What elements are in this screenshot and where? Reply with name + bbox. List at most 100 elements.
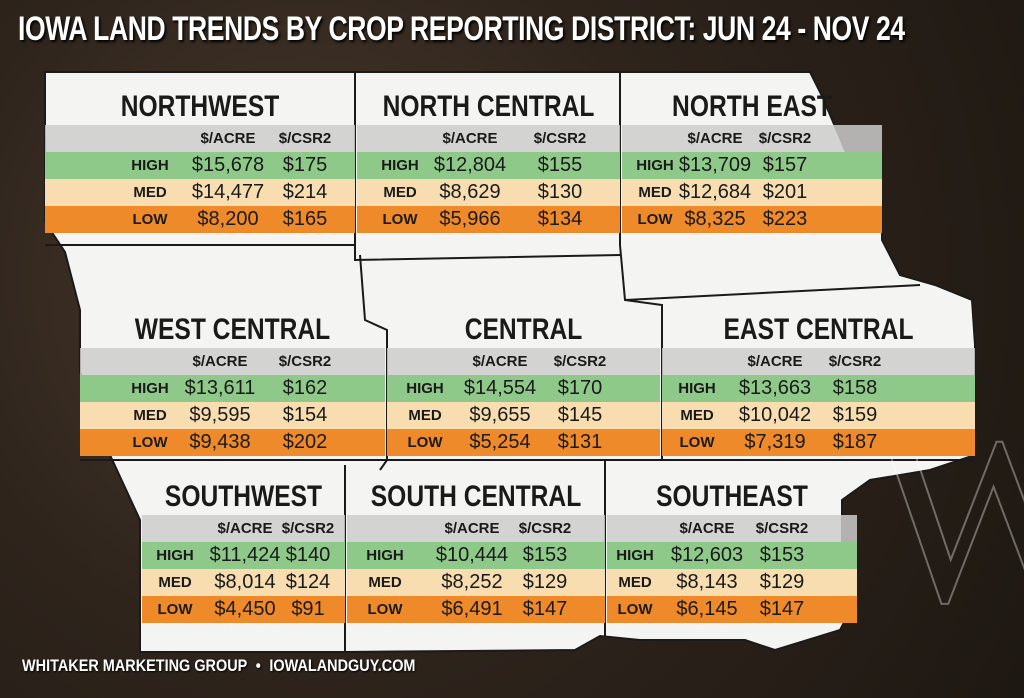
price-value: $159 [832,404,878,426]
district-name: EAST CENTRAL [723,313,914,346]
price-value: $202 [282,431,328,453]
district: SOUTHEAST $/ACRE $/CSR2 HIGH $12,603 $153 MED $… [607,475,857,623]
row-label: LOW [407,434,443,451]
title: IOWA LAND TRENDS BY CROP REPORTING DISTR… [18,10,905,48]
column-headers: $/ACRE $/CSR2 [357,125,620,152]
column-header: $/CSR2 [828,353,882,370]
row-label: MED [133,407,167,424]
row-label: MED [158,574,192,591]
price-value: $140 [285,544,331,566]
company: WHITAKER MARKETING GROUP [22,656,248,675]
district-name: NORTH CENTRAL [382,90,595,123]
row-label: LOW [637,211,673,228]
price-row: HIGH $13,611 $162 [80,375,385,402]
column-header: $/ACRE [217,520,273,537]
column-headers: $/ACRE $/CSR2 [80,348,385,375]
price-row: HIGH $12,804 $155 [357,152,620,179]
price-row: HIGH $14,554 $170 [387,375,660,402]
price-value: $8,014 [214,571,276,593]
row-label: LOW [617,601,653,618]
price-value: $8,325 [684,208,746,230]
price-value: $147 [759,598,805,620]
row-label: HIGH [636,157,674,174]
price-value: $13,663 [738,377,812,399]
price-row: LOW $8,325 $223 [622,206,882,233]
price-row: HIGH $10,444 $153 [347,542,605,569]
price-value: $155 [537,154,583,176]
price-value: $214 [282,181,328,203]
district-name: NORTHWEST [120,90,280,123]
row-label: HIGH [406,380,444,397]
price-value: $6,491 [441,598,503,620]
column-headers: $/ACRE $/CSR2 [662,348,975,375]
price-value: $8,200 [197,208,259,230]
district-name: CENTRAL [464,313,583,346]
price-value: $158 [832,377,878,399]
price-row: HIGH $12,603 $153 [607,542,857,569]
row-label: HIGH [366,547,404,564]
price-value: $134 [537,208,583,230]
district-name: SOUTH CENTRAL [370,480,582,513]
column-header: $/ACRE [679,520,735,537]
row-label: MED [638,184,672,201]
price-value: $12,603 [670,544,744,566]
price-value: $5,254 [469,431,531,453]
district: WEST CENTRAL $/ACRE $/CSR2 HIGH $13,611 $162 M… [80,308,385,456]
column-header: $/ACRE [687,130,743,147]
row-label: LOW [367,601,403,618]
price-value: $91 [291,598,325,620]
price-value: $13,709 [678,154,752,176]
district-name: SOUTHEAST [656,480,808,513]
price-row: MED $9,595 $154 [80,402,385,429]
price-value: $10,444 [435,544,509,566]
district: SOUTHWEST $/ACRE $/CSR2 HIGH $11,424 $140 MED $… [142,475,345,623]
price-value: $5,966 [439,208,501,230]
column-header: $/ACRE [442,130,498,147]
row-label: MED [133,184,167,201]
price-value: $12,684 [678,181,752,203]
price-row: MED $8,252 $129 [347,569,605,596]
price-value: $8,252 [441,571,503,593]
price-value: $13,611 [184,377,256,399]
row-label: HIGH [156,547,194,564]
price-value: $154 [282,404,328,426]
row-label: MED [408,407,442,424]
price-row: MED $8,629 $130 [357,179,620,206]
price-row: LOW $9,438 $202 [80,429,385,456]
column-headers: $/ACRE $/CSR2 [142,515,345,542]
district: NORTH CENTRAL $/ACRE $/CSR2 HIGH $12,804 $155… [357,85,620,233]
price-row: LOW $5,966 $134 [357,206,620,233]
price-value: $131 [557,431,603,453]
price-value: $14,477 [191,181,265,203]
row-label: MED [680,407,714,424]
price-row: LOW $6,491 $147 [347,596,605,623]
price-row: HIGH $13,663 $158 [662,375,975,402]
row-label: HIGH [678,380,716,397]
column-header: $/ACRE [200,130,256,147]
row-label: LOW [382,211,418,228]
column-header: $/ACRE [192,353,248,370]
district-name: NORTH EAST [672,90,832,123]
price-value: $10,042 [738,404,812,426]
row-label: LOW [132,434,168,451]
price-row: MED $8,143 $129 [607,569,857,596]
price-value: $14,554 [463,377,537,399]
column-headers: $/ACRE $/CSR2 [607,515,857,542]
row-label: MED [383,184,417,201]
price-value: $6,145 [676,598,738,620]
row-label: LOW [157,601,193,618]
price-value: $11,424 [209,544,281,566]
price-value: $129 [522,571,568,593]
column-header: $/CSR2 [553,353,607,370]
price-value: $7,319 [744,431,806,453]
column-headers: $/ACRE $/CSR2 [387,348,660,375]
price-value: $175 [282,154,328,176]
district: NORTHWEST $/ACRE $/CSR2 HIGH $15,678 $175 MED $… [45,85,355,233]
price-row: LOW $7,319 $187 [662,429,975,456]
price-value: $162 [282,377,328,399]
price-value: $145 [557,404,603,426]
price-value: $15,678 [191,154,265,176]
price-value: $223 [762,208,808,230]
price-value: $9,655 [469,404,531,426]
row-label: MED [618,574,652,591]
